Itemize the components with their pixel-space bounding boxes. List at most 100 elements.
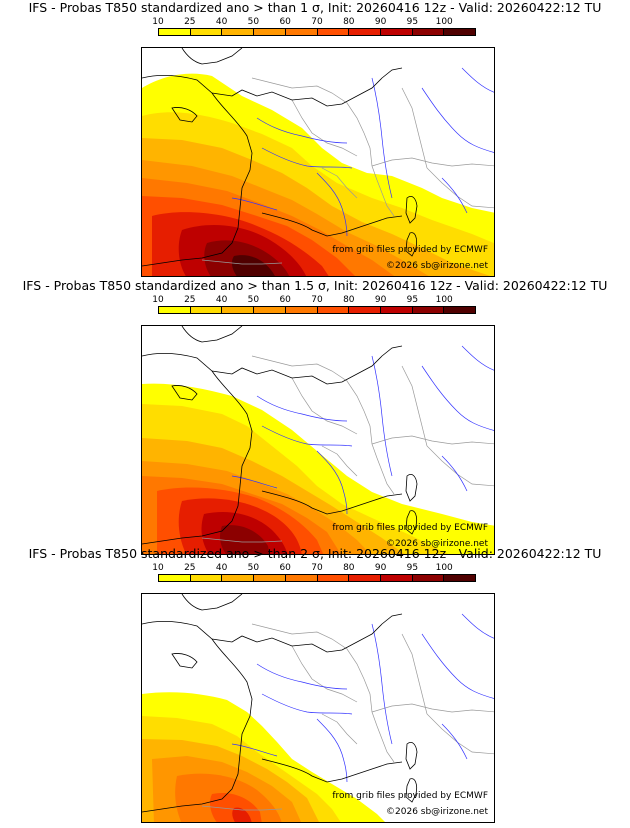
river-line [441,723,468,760]
colorbar-swatch [349,575,381,581]
map-canvas [142,594,494,822]
colorbar-tick-label: 60 [279,295,291,305]
admin-border [401,633,428,715]
probability-contour [220,525,270,554]
colorbar-labels: 10 25 40 50 60 70 80 90 95 100 [152,563,476,574]
copyright-credit: ©2026 sb@irizone.net [386,261,488,271]
panel-1-5sigma: IFS - Probas T850 standardized ano > tha… [0,278,630,555]
admin-border [291,645,358,703]
probability-contour [210,793,262,822]
river-line [421,365,494,431]
colorbar-tick-label: 70 [311,563,323,573]
coastline [261,758,403,783]
colorbar-tick-label: 10 [152,563,164,573]
map-canvas [142,326,494,554]
admin-border [201,259,283,265]
colorbar-swatch [412,307,445,313]
river-line [441,455,468,492]
admin-border [321,167,358,199]
coastline [142,92,253,267]
colorbar-swatch [285,307,318,313]
colorbar-swatch [444,307,476,313]
probability-map: from grib files provided by ECMWF ©2026 … [141,593,495,823]
colorbar-swatch [380,29,413,35]
colorbar-swatch [349,29,381,35]
river-line [421,633,494,699]
colorbar-swatch [159,29,191,35]
panel-1sigma: IFS - Probas T850 standardized ano > tha… [0,0,630,277]
colorbar-tick-label: 80 [343,295,355,305]
copyright-credit: ©2026 sb@irizone.net [386,807,488,817]
colorbar-swatches [158,28,476,36]
colorbar-tick-label: 50 [247,17,260,27]
river-line [421,87,494,153]
river-line [461,345,494,371]
river-line [256,395,348,422]
river-line [231,197,278,211]
coastline [142,638,253,813]
colorbar-swatch [285,575,318,581]
colorbar-swatch [380,575,413,581]
coastline [142,345,403,385]
river-line [461,613,494,639]
colorbar-swatch [412,29,445,35]
colorbar-swatch [285,29,318,35]
colorbar: 10 25 40 50 60 70 80 90 95 100 [152,295,476,315]
colorbar-swatch [190,29,223,35]
colorbar-swatch [254,307,286,313]
colorbar-tick-label: 90 [374,295,387,305]
colorbar-swatch [254,575,286,581]
source-credit: from grib files provided by ECMWF [332,791,488,801]
river-line [231,475,278,489]
colorbar-swatch [444,29,476,35]
river-line [256,663,348,690]
colorbar-tick-label: 95 [406,295,419,305]
coastline [261,490,403,515]
coastline [405,742,418,770]
colorbar-tick-label: 60 [279,17,291,27]
probability-map: from grib files provided by ECMWF ©2026 … [141,325,495,555]
river-line [316,172,348,237]
colorbar: 10 25 40 50 60 70 80 90 95 100 [152,17,476,37]
probability-map: from grib files provided by ECMWF ©2026 … [141,47,495,277]
admin-border [371,157,494,167]
coastline [171,653,198,669]
panel-title: IFS - Probas T850 standardized ano > tha… [28,0,602,15]
colorbar-tick-label: 100 [435,295,453,305]
colorbar-swatch [190,575,223,581]
coastline [181,326,243,343]
river-line [371,623,393,745]
colorbar-tick-label: 80 [343,17,355,27]
coastline [405,474,418,502]
coastline [405,778,418,803]
panel-2sigma: IFS - Probas T850 standardized ano > tha… [0,546,630,823]
colorbar-swatches [158,574,476,582]
colorbar-tick-label: 90 [374,17,387,27]
source-credit: from grib files provided by ECMWF [332,245,488,255]
colorbar-swatch [444,575,476,581]
river-line [256,117,348,144]
colorbar-swatch [159,307,191,313]
colorbar-tick-label: 25 [184,17,196,27]
colorbar-labels: 10 25 40 50 60 70 80 90 95 100 [152,17,476,28]
coastline [405,510,418,535]
river-line [461,67,494,93]
colorbar-tick-label: 80 [343,563,355,573]
coastline [181,594,243,611]
coastline [171,107,198,123]
colorbar-tick-label: 10 [152,17,164,27]
river-line [231,743,278,757]
probability-contour [231,255,275,276]
coastline [405,196,418,224]
admin-border [371,435,494,445]
colorbar-swatch [317,575,350,581]
admin-border [371,703,494,713]
admin-border [201,805,283,811]
colorbar-swatch [222,29,255,35]
copyright-credit: ©2026 sb@irizone.net [386,539,488,549]
colorbar-swatch [222,307,255,313]
river-line [371,355,393,477]
admin-border [291,377,358,435]
river-line [316,450,348,515]
colorbar-swatch [412,575,445,581]
